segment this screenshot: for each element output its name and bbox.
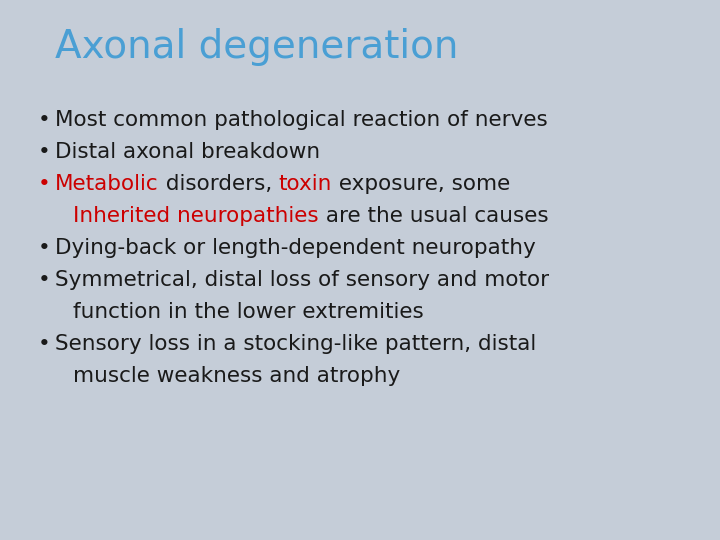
Text: are the usual causes: are the usual causes — [319, 206, 548, 226]
Text: function in the lower extremities: function in the lower extremities — [73, 302, 424, 322]
Text: Distal axonal breakdown: Distal axonal breakdown — [55, 142, 320, 162]
Text: Dying-back or length-dependent neuropathy: Dying-back or length-dependent neuropath… — [55, 238, 536, 258]
Text: •: • — [38, 238, 50, 258]
Text: disorders,: disorders, — [158, 174, 279, 194]
Text: •: • — [38, 174, 50, 194]
Text: Most common pathological reaction of nerves: Most common pathological reaction of ner… — [55, 110, 548, 130]
Text: •: • — [38, 142, 50, 162]
Text: •: • — [38, 110, 50, 130]
Text: Axonal degeneration: Axonal degeneration — [55, 28, 459, 66]
Text: •: • — [38, 270, 50, 290]
Text: exposure, some: exposure, some — [332, 174, 510, 194]
Text: Symmetrical, distal loss of sensory and motor: Symmetrical, distal loss of sensory and … — [55, 270, 549, 290]
Text: Sensory loss in a stocking-like pattern, distal: Sensory loss in a stocking-like pattern,… — [55, 334, 536, 354]
Text: muscle weakness and atrophy: muscle weakness and atrophy — [73, 366, 400, 386]
Text: Inherited neuropathies: Inherited neuropathies — [73, 206, 319, 226]
Text: •: • — [38, 334, 50, 354]
Text: Metabolic: Metabolic — [55, 174, 158, 194]
Text: toxin: toxin — [279, 174, 332, 194]
